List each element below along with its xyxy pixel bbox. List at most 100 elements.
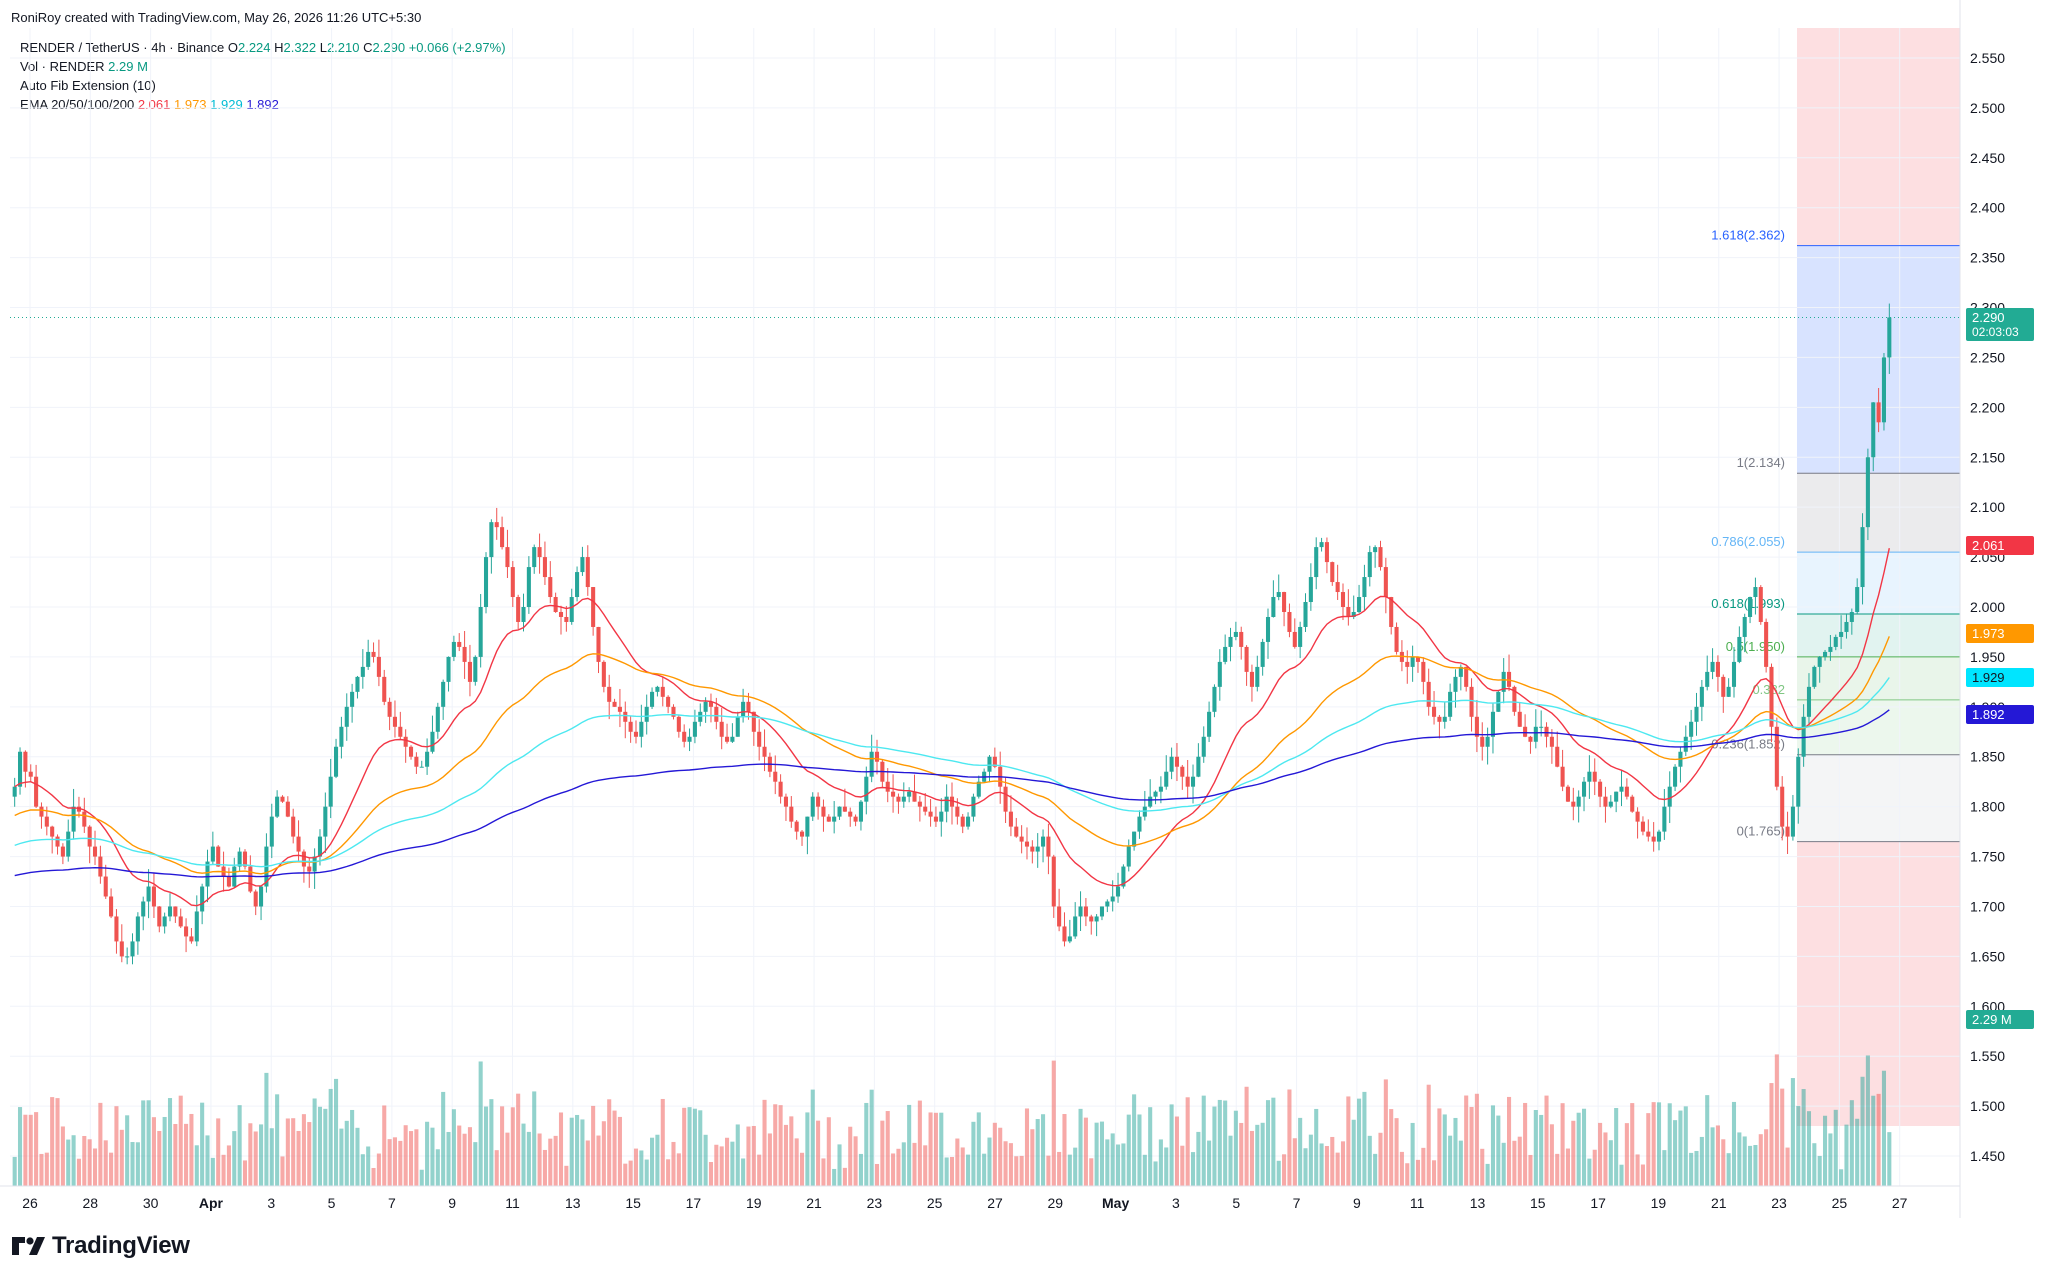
volume-bar — [130, 1142, 135, 1186]
candle-body — [1153, 791, 1158, 797]
candle-body — [1421, 661, 1426, 682]
candle-body — [1544, 726, 1549, 737]
candle-body — [1282, 592, 1287, 612]
volume-bar — [757, 1154, 762, 1186]
candle-body — [1394, 626, 1399, 652]
volume-bar — [1517, 1136, 1522, 1186]
candle-body — [307, 866, 312, 872]
volume-bar — [821, 1158, 826, 1186]
volume-bar — [874, 1163, 880, 1186]
candle-body — [698, 711, 703, 722]
volume-bar — [1046, 1155, 1051, 1186]
candle-body — [210, 846, 215, 862]
fib-legend-row[interactable]: Auto Fib Extension (10) — [20, 76, 506, 95]
volume-bar — [987, 1137, 992, 1186]
candle-body — [1164, 771, 1169, 787]
volume-bar — [71, 1135, 76, 1186]
candle-body — [1132, 831, 1137, 847]
candle-body — [1731, 661, 1737, 687]
volume-bar — [296, 1130, 301, 1186]
candle-body — [408, 746, 414, 757]
volume-bar — [639, 1150, 644, 1186]
price-chart[interactable]: 1.618(2.362)1(2.134)0.786(2.055)0.618(1.… — [0, 0, 2048, 1220]
volume-bar — [1469, 1106, 1474, 1186]
candle-body — [1555, 746, 1560, 767]
volume-bar — [1319, 1143, 1324, 1186]
candle-body — [1228, 636, 1233, 647]
time-axis-label: 5 — [328, 1195, 336, 1211]
volume-legend-row[interactable]: Vol · RENDER 2.29 M — [20, 57, 506, 76]
volume-bar — [1769, 1083, 1774, 1186]
candle-body — [1464, 666, 1469, 687]
volume-bar — [1555, 1153, 1560, 1186]
volume-bar — [451, 1109, 456, 1186]
volume-bar — [558, 1112, 564, 1186]
candle-body — [167, 906, 173, 917]
price-axis-label: 2.250 — [1970, 349, 2005, 365]
candle-body — [666, 696, 671, 707]
candle-body — [1255, 666, 1260, 687]
volume-bar — [1576, 1112, 1581, 1186]
candle-body — [1881, 357, 1887, 423]
candle-body — [242, 851, 248, 867]
candle-body — [1367, 552, 1372, 578]
candle-body — [1239, 631, 1244, 647]
candle-body — [799, 831, 805, 837]
candle-body — [457, 641, 462, 647]
volume-bar — [778, 1105, 783, 1186]
candle-body — [1539, 726, 1544, 728]
candle-body — [1726, 686, 1731, 697]
volume-bar — [291, 1118, 296, 1186]
volume-bar — [1276, 1160, 1281, 1186]
volume-bar — [1721, 1139, 1726, 1186]
time-axis-label: 3 — [267, 1195, 275, 1211]
candle-body — [1758, 587, 1763, 622]
candle-body — [858, 801, 863, 822]
volume-bar — [1501, 1142, 1506, 1186]
volume-bar — [1839, 1169, 1844, 1186]
candle-body — [1223, 646, 1228, 662]
volume-bar — [360, 1154, 365, 1186]
candle-body — [1442, 716, 1447, 722]
candle-body — [891, 791, 896, 797]
volume-bar — [82, 1135, 87, 1186]
volume-bar — [408, 1131, 414, 1186]
volume-bar — [366, 1146, 371, 1186]
time-axis-label: 7 — [1293, 1195, 1301, 1211]
symbol-legend-row[interactable]: RENDER / TetherUS · 4h · Binance O2.224 … — [20, 38, 506, 57]
time-axis-label: 3 — [1172, 1195, 1180, 1211]
price-axis-label: 1.700 — [1970, 898, 2005, 914]
candle-body — [1485, 736, 1490, 747]
volume-bar — [1560, 1103, 1565, 1186]
candle-body — [505, 547, 510, 568]
volume-bar — [173, 1123, 178, 1186]
candle-body — [50, 826, 55, 837]
volume-bar — [92, 1148, 98, 1186]
volume-bar — [162, 1116, 167, 1186]
tradingview-logo[interactable]: TradingView — [12, 1232, 190, 1260]
volume-bar — [923, 1145, 928, 1186]
volume-bar — [896, 1148, 901, 1186]
volume-bar — [842, 1167, 847, 1186]
candle-body — [1314, 547, 1319, 578]
time-axis-label: 9 — [1353, 1195, 1361, 1211]
candle-body — [1656, 831, 1662, 842]
volume-bar — [1485, 1163, 1490, 1186]
volume-bar — [44, 1152, 49, 1186]
candle-body — [1035, 846, 1040, 852]
volume-bar — [601, 1121, 606, 1186]
volume-bar — [783, 1124, 788, 1186]
volume-bar — [221, 1154, 226, 1186]
volume-bar — [216, 1118, 221, 1186]
candle-body — [773, 771, 778, 782]
candle-body — [591, 587, 596, 627]
candle-body — [730, 736, 735, 742]
volume-bar — [885, 1111, 890, 1186]
candle-body — [109, 896, 114, 917]
volume-bar — [607, 1099, 612, 1186]
volume-bar — [1528, 1154, 1533, 1186]
volume-bar — [1507, 1096, 1512, 1186]
time-axis-label: 15 — [625, 1195, 641, 1211]
volume-bar — [1335, 1152, 1340, 1186]
volume-bar — [1710, 1127, 1715, 1186]
